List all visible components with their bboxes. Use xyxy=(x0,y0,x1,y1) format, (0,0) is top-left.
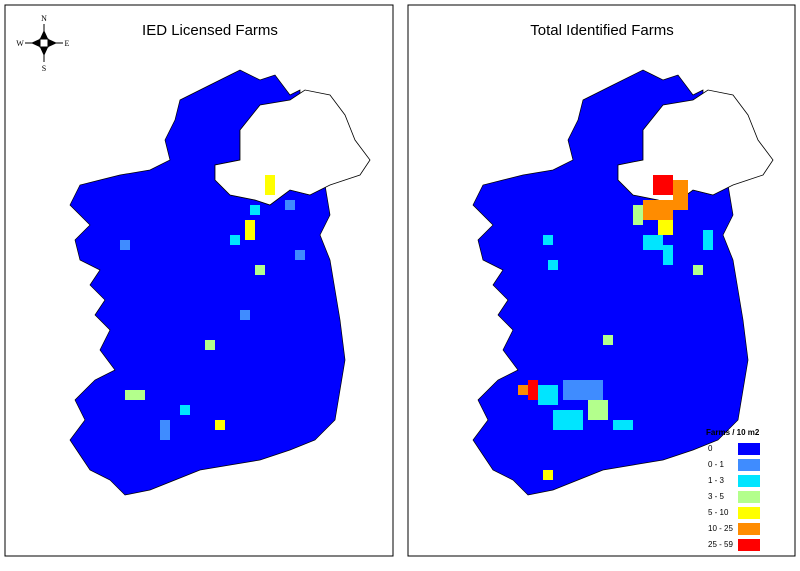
legend-swatch xyxy=(738,491,760,503)
legend-swatch xyxy=(738,507,760,519)
cells xyxy=(518,175,713,480)
legend-swatch xyxy=(738,539,760,551)
legend-swatch xyxy=(738,475,760,487)
map-title: IED Licensed Farms xyxy=(142,22,278,39)
legend-label: 0 xyxy=(708,444,713,453)
legend-label: 0 - 1 xyxy=(708,460,725,469)
legend-swatch xyxy=(738,523,760,535)
legend-label: 5 - 10 xyxy=(708,508,729,517)
legend-label: 1 - 3 xyxy=(708,476,725,485)
compass-e: E xyxy=(65,39,70,48)
map-title: Total Identified Farms xyxy=(530,22,673,39)
legend-swatch xyxy=(738,459,760,471)
compass-n: N xyxy=(41,14,47,23)
legend-label: 10 - 25 xyxy=(708,524,733,533)
map-right xyxy=(472,69,774,496)
map-left xyxy=(69,69,371,496)
cells xyxy=(120,175,305,440)
legend-title: Farms / 10 m2 xyxy=(706,428,760,437)
legend-swatch xyxy=(738,443,760,455)
legend: Farms / 10 m2 0 0 - 1 1 - 3 3 - 5 5 - 10 10 -… xyxy=(706,428,760,551)
compass-w: W xyxy=(16,39,24,48)
compass: N S W E xyxy=(16,14,69,73)
compass-s: S xyxy=(42,64,46,73)
legend-label: 3 - 5 xyxy=(708,492,725,501)
legend-label: 25 - 59 xyxy=(708,540,733,549)
